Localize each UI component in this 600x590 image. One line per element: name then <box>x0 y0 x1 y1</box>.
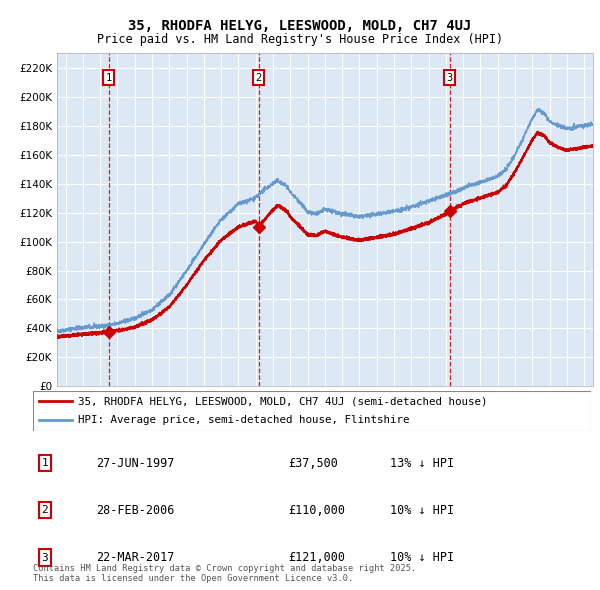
Text: £37,500: £37,500 <box>288 457 338 470</box>
Text: HPI: Average price, semi-detached house, Flintshire: HPI: Average price, semi-detached house,… <box>77 415 409 425</box>
Text: £121,000: £121,000 <box>288 551 345 564</box>
Text: Price paid vs. HM Land Registry's House Price Index (HPI): Price paid vs. HM Land Registry's House … <box>97 33 503 46</box>
Text: 27-JUN-1997: 27-JUN-1997 <box>96 457 175 470</box>
Text: 28-FEB-2006: 28-FEB-2006 <box>96 504 175 517</box>
Text: 1: 1 <box>106 73 112 83</box>
Text: 3: 3 <box>446 73 453 83</box>
Text: 22-MAR-2017: 22-MAR-2017 <box>96 551 175 564</box>
Text: 13% ↓ HPI: 13% ↓ HPI <box>390 457 454 470</box>
Text: 2: 2 <box>41 506 49 515</box>
Text: 3: 3 <box>41 553 49 562</box>
Text: 10% ↓ HPI: 10% ↓ HPI <box>390 504 454 517</box>
Text: 1: 1 <box>41 458 49 468</box>
Text: 35, RHODFA HELYG, LEESWOOD, MOLD, CH7 4UJ (semi-detached house): 35, RHODFA HELYG, LEESWOOD, MOLD, CH7 4U… <box>77 396 487 407</box>
Text: 35, RHODFA HELYG, LEESWOOD, MOLD, CH7 4UJ: 35, RHODFA HELYG, LEESWOOD, MOLD, CH7 4U… <box>128 19 472 33</box>
Text: 2: 2 <box>256 73 262 83</box>
Text: 10% ↓ HPI: 10% ↓ HPI <box>390 551 454 564</box>
Text: Contains HM Land Registry data © Crown copyright and database right 2025.
This d: Contains HM Land Registry data © Crown c… <box>33 563 416 583</box>
Text: £110,000: £110,000 <box>288 504 345 517</box>
